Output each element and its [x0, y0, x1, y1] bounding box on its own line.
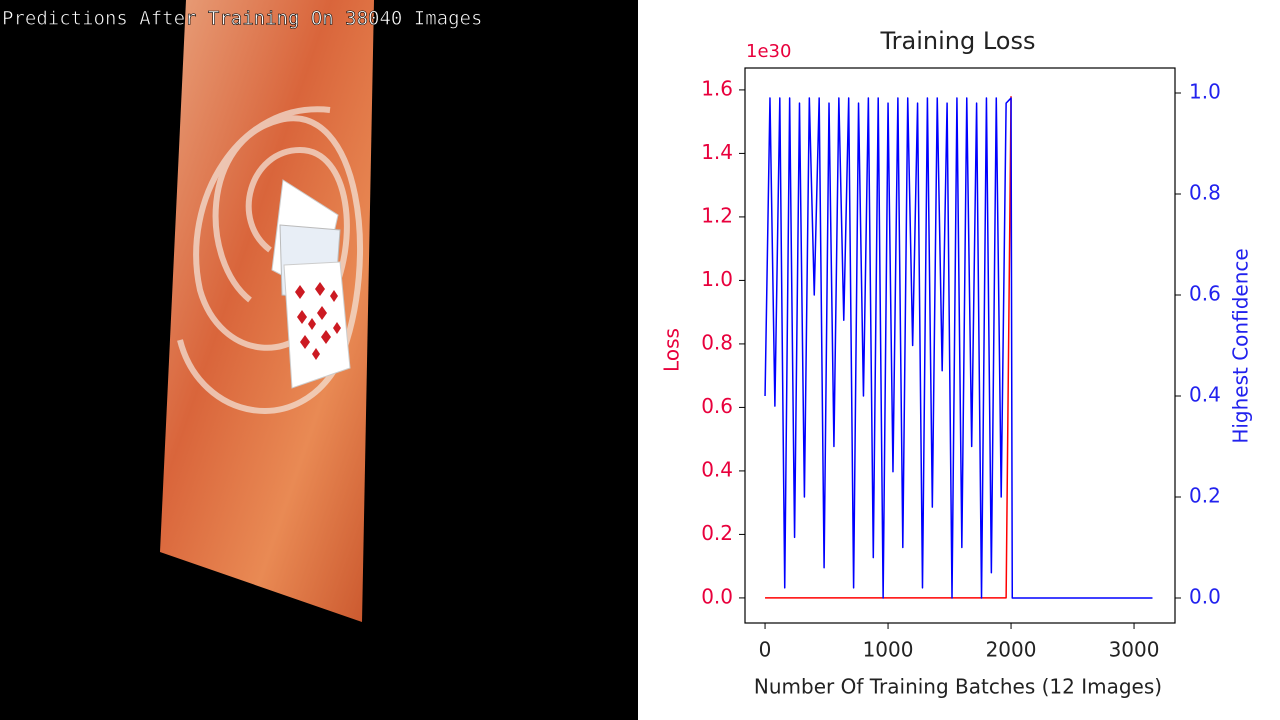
y-tick-label: 1.4 — [701, 140, 733, 164]
y-tick-label: 0.4 — [701, 457, 733, 481]
chart-title: Training Loss — [880, 27, 1036, 55]
x-tick-label: 0 — [759, 638, 772, 662]
x-tick-label: 3000 — [1109, 638, 1160, 662]
overlay-caption: Predictions After Training On 38040 Imag… — [2, 8, 482, 30]
x-tick-label: 1000 — [863, 638, 914, 662]
chart: Training Loss Number Of Training Batches… — [660, 27, 1253, 699]
y-axis-label: Loss — [660, 328, 684, 372]
y2-axis-label: Highest Confidence — [1229, 248, 1253, 443]
y2-tick-label: 0.2 — [1189, 484, 1221, 508]
y-tick-label: 1.6 — [701, 76, 733, 100]
y-tick-label: 1.2 — [701, 203, 733, 227]
y2-tick-label: 1.0 — [1189, 79, 1221, 103]
data-line — [764, 97, 1153, 599]
y2-tick-label: 0.0 — [1189, 585, 1221, 609]
data-line — [765, 96, 1012, 599]
y-multiplier: 1e30 — [746, 41, 791, 62]
y-tick-label: 0.2 — [701, 521, 733, 545]
y-tick-label: 0.0 — [701, 584, 733, 608]
x-axis-label: Number Of Training Batches (12 Images) — [754, 675, 1162, 699]
y2-tick-label: 0.4 — [1189, 383, 1221, 407]
x-tick-label: 2000 — [986, 638, 1037, 662]
y-tick-label: 0.8 — [701, 330, 733, 354]
y2-tick-label: 0.6 — [1189, 281, 1221, 305]
y-tick-label: 0.6 — [701, 394, 733, 418]
y-tick-label: 1.0 — [701, 267, 733, 291]
plot-frame — [744, 67, 1176, 624]
y2-tick-label: 0.8 — [1189, 180, 1221, 204]
cards — [271, 179, 351, 389]
